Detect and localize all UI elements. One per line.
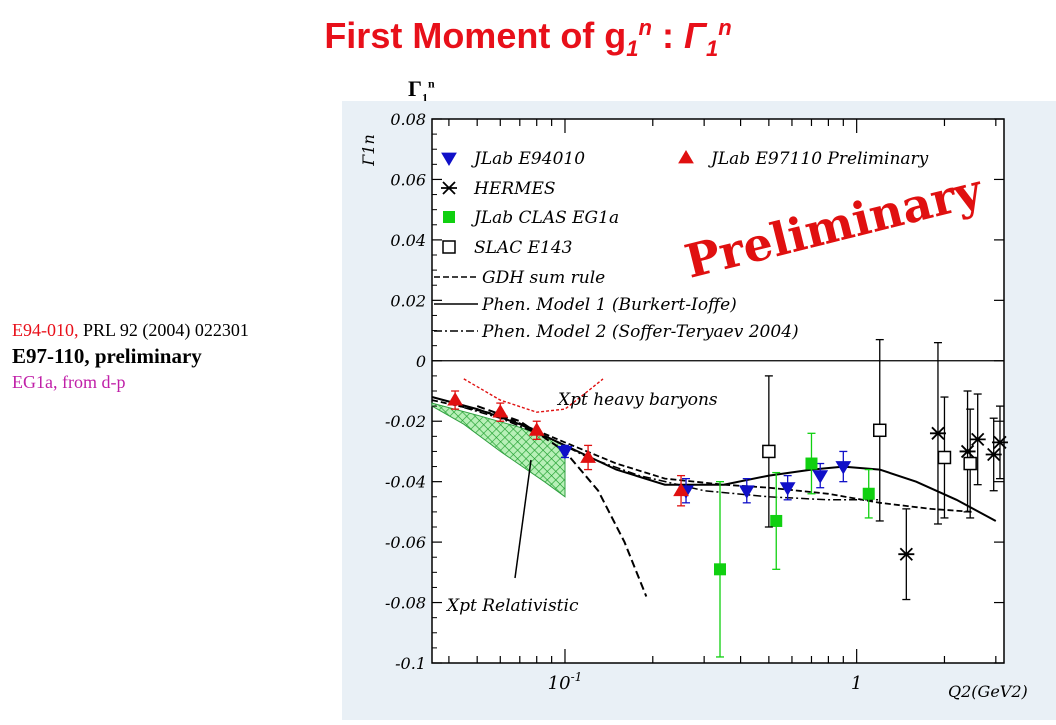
y-tick-label: -0.04 [385, 473, 426, 492]
slac-e143-point [963, 456, 977, 471]
jlab-e94010-point [812, 470, 829, 484]
legend-gdh-sum-rule-label: GDH sum rule [482, 268, 605, 288]
y-axis-title: Γ1n [359, 134, 378, 167]
y-tick-label: -0.1 [395, 654, 426, 673]
slac-e143-point [762, 444, 776, 459]
y-tick-label: -0.06 [385, 533, 426, 552]
reference-e94010: E94-010, PRL 92 (2004) 022301 [12, 320, 249, 340]
reference-eg1a: EG1a, from d-p [12, 372, 126, 392]
legend-slac-e143-marker [442, 240, 456, 254]
hermes-point [985, 447, 1002, 462]
phen-model-2-curve [448, 402, 880, 501]
jlab-e94010-point [557, 446, 573, 460]
hermes-point [898, 547, 915, 561]
y-tick-label: 0.04 [390, 231, 426, 250]
y-tick-label: -0.08 [385, 594, 426, 613]
jlab-e97110-preliminary-point [447, 392, 463, 406]
hermes-point [959, 444, 976, 459]
hermes-point [991, 435, 1008, 450]
jlab-clas-eg1a-point [714, 563, 727, 576]
chiral-relativistic-curve [476, 405, 648, 597]
reference-e97110: E97-110, preliminary [12, 344, 202, 368]
jlab-e94010-point [779, 482, 796, 496]
jlab-clas-eg1a-point [805, 457, 818, 470]
legend-phen-model-2-soffer-teryaev-2004-label: Phen. Model 2 (Soffer-Teryaev 2004) [481, 322, 799, 342]
jlab-e97110-preliminary-point [528, 422, 545, 436]
chart-svg: JLab E94010 JLab E97110 Preliminary HERMES… [359, 110, 1028, 701]
legend-phen-model-1-burkert-ioffe-label: Phen. Model 1 (Burkert-Ioffe) [481, 295, 737, 315]
slac-e143-point [937, 450, 952, 465]
chiral-band [431, 402, 566, 498]
legend-slac-e143-label: SLAC E143 [474, 238, 572, 258]
chiral-heavy-baryon-curve [463, 378, 604, 413]
annotation-heavy-baryons: Xpt heavy baryons [556, 390, 718, 410]
legend-hermes-marker [441, 181, 457, 195]
reference-list: E94-010, PRL 92 (2004) 022301 E97-110, p… [12, 318, 249, 394]
legend-jlab-clas-eg1a-label: JLab CLAS EG1a [471, 208, 619, 228]
jlab-clas-eg1a-point [862, 487, 875, 500]
hermes-point [929, 426, 946, 440]
x-axis-title: Q2(GeV2) [948, 682, 1028, 701]
jlab-e97110-preliminary-point [492, 404, 509, 418]
slac-e143-point [873, 423, 887, 438]
gamma-axis-label: Γ1n [408, 76, 435, 105]
jlab-e97110-preliminary-point [673, 482, 689, 497]
jlab-e94010-point [738, 485, 755, 499]
legend-jlab-e97110-preliminary-label: JLab E97110 Preliminary [708, 149, 929, 169]
jlab-e97110-preliminary-point [580, 449, 596, 463]
y-tick-label: 0 [416, 352, 426, 371]
legend-hermes-label: HERMES [473, 179, 556, 199]
x-tick-label: 10-1 [548, 670, 583, 694]
legend-jlab-e94010-label: JLab E94010 [471, 149, 585, 169]
plot-frame: JLab E94010 JLab E97110 Preliminary HERMES… [342, 101, 1056, 720]
y-tick-label: 0.02 [390, 291, 426, 310]
hermes-point [969, 432, 986, 446]
legend-jlab-clas-eg1a-marker [443, 211, 455, 223]
legend-jlab-e97110-preliminary-marker [678, 150, 694, 164]
slide-title: First Moment of g1n : Γ1n [324, 15, 732, 62]
legend-jlab-e94010-marker [441, 152, 457, 166]
annotation-relativistic: Xpt Relativistic [445, 596, 579, 616]
gdh-sum-rule-curve [431, 399, 973, 513]
annotation-pointer [514, 459, 532, 579]
y-tick-label: 0.08 [390, 110, 426, 129]
y-tick-label: -0.02 [385, 412, 426, 431]
x-tick-label: 1 [851, 673, 862, 694]
y-tick-label: 0.06 [390, 170, 426, 189]
jlab-clas-eg1a-point [770, 514, 783, 527]
jlab-e94010-point [835, 461, 852, 475]
